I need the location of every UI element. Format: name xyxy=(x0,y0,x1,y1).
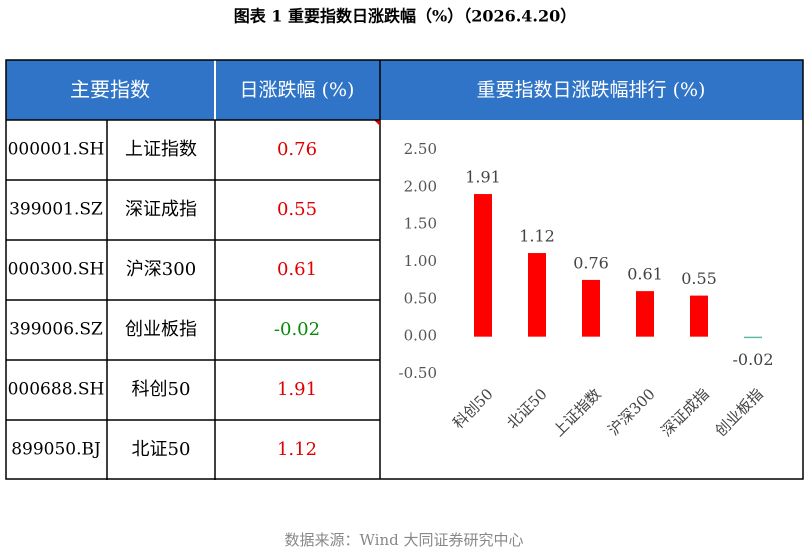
y-tick-label: 2.50 xyxy=(404,140,437,158)
bar xyxy=(528,253,546,337)
x-tick-label: 深证成指 xyxy=(657,385,712,440)
x-tick-label: 上证指数 xyxy=(549,385,604,440)
table-frame xyxy=(5,59,804,480)
index-name: 科创50 xyxy=(132,379,191,400)
change-value: 1.91 xyxy=(277,379,317,400)
index-code: 399001.SZ xyxy=(9,200,103,220)
x-tick-label: 创业板指 xyxy=(711,385,766,440)
y-tick-label: 1.00 xyxy=(404,252,437,270)
change-value: -0.02 xyxy=(274,319,320,340)
index-name: 北证50 xyxy=(132,439,191,460)
data-label: -0.02 xyxy=(732,350,773,369)
header-bg xyxy=(6,60,803,120)
change-value: 0.76 xyxy=(277,139,317,160)
bar xyxy=(690,295,708,337)
bar xyxy=(582,279,600,337)
y-tick-label: 2.00 xyxy=(404,177,437,195)
x-tick-label: 北证50 xyxy=(503,385,550,432)
data-label: 0.55 xyxy=(681,269,717,288)
data-label: 0.61 xyxy=(627,265,663,284)
data-label: 1.91 xyxy=(465,168,501,187)
index-code: 000001.SH xyxy=(8,140,105,160)
bar xyxy=(636,291,654,337)
x-tick-label: 沪深300 xyxy=(604,385,658,439)
index-code: 000688.SH xyxy=(8,380,105,400)
cell-marker xyxy=(374,120,380,126)
change-value: 1.12 xyxy=(277,439,317,460)
x-tick-label: 科创50 xyxy=(449,385,496,432)
index-name: 深证成指 xyxy=(125,199,197,220)
index-name: 创业板指 xyxy=(125,319,197,340)
header-cell: 日涨跌幅 (%) xyxy=(240,79,355,101)
index-name: 上证指数 xyxy=(125,139,197,160)
y-tick-label: 1.50 xyxy=(404,215,437,233)
data-label: 0.76 xyxy=(573,253,609,272)
y-tick-label: -0.50 xyxy=(399,364,437,382)
index-code: 000300.SH xyxy=(8,260,105,280)
y-tick-label: 0.50 xyxy=(404,289,437,307)
page-title: 图表 1 重要指数日涨跌幅（%）（2026.4.20） xyxy=(234,7,577,26)
chart-title: 重要指数日涨跌幅排行 (%) xyxy=(477,79,706,101)
index-code: 399006.SZ xyxy=(9,320,103,340)
index-name: 沪深300 xyxy=(126,259,196,280)
bar xyxy=(474,194,492,337)
data-label: 1.12 xyxy=(519,227,555,246)
bar xyxy=(744,336,762,339)
index-code: 899050.BJ xyxy=(11,440,101,460)
change-value: 0.55 xyxy=(277,199,317,220)
y-tick-label: 0.00 xyxy=(404,327,437,345)
header-cell: 主要指数 xyxy=(70,78,150,102)
source: 数据来源：Wind 大同证券研究中心 xyxy=(285,531,524,549)
change-value: 0.61 xyxy=(277,259,317,280)
